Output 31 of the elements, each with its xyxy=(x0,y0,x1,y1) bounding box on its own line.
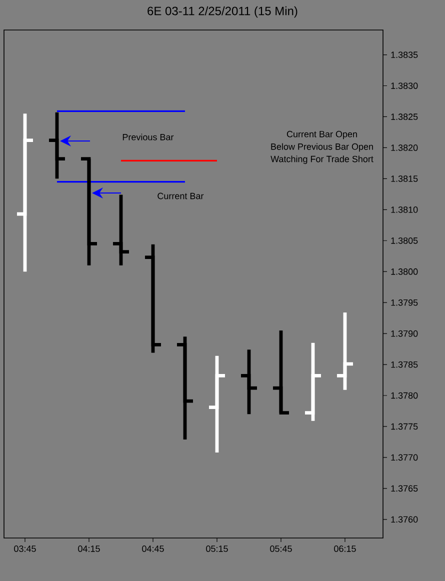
x-tick-label: 04:15 xyxy=(78,546,100,552)
y-tick-label: 1.3805 xyxy=(391,237,418,244)
x-tick-label: 05:15 xyxy=(206,546,228,552)
y-tick-label: 1.3830 xyxy=(391,82,418,89)
y-tick-label: 1.3835 xyxy=(391,52,418,58)
y-tick-label: 1.3780 xyxy=(391,392,418,399)
x-tick-label: 04:45 xyxy=(142,546,164,552)
annotation: Previous Bar xyxy=(122,134,174,140)
y-tick-label: 1.3825 xyxy=(391,114,418,120)
y-tick-label: 1.3795 xyxy=(391,299,418,306)
candlestick xyxy=(240,350,257,414)
y-tick-label: 1.3770 xyxy=(391,454,418,461)
annotation: Below Previous Bar Open xyxy=(271,143,373,152)
x-tick-label: 06:15 xyxy=(334,546,356,552)
annotation: Watching For Trade Short xyxy=(270,156,374,164)
candlestick xyxy=(112,194,129,266)
y-tick-label: 1.3820 xyxy=(391,144,418,151)
y-tick-label: 1.3775 xyxy=(391,423,418,430)
chart-title: 6E 03-11 2/25/2011 (15 Min) xyxy=(148,6,298,18)
y-tick-label: 1.3810 xyxy=(391,206,418,213)
y-tick-label: 1.3815 xyxy=(391,175,418,182)
y-tick-label: 1.3790 xyxy=(391,330,418,337)
y-tick-label: 1.3800 xyxy=(391,268,418,275)
y-tick-label: 1.3760 xyxy=(391,516,418,523)
y-tick-label: 1.3765 xyxy=(391,485,418,492)
annotation: Current Bar xyxy=(158,192,204,200)
x-tick-label: 05:45 xyxy=(270,546,292,552)
x-tick-label: 03:45 xyxy=(14,546,36,552)
y-tick-label: 1.3785 xyxy=(391,361,418,368)
annotation: Current Bar Open xyxy=(286,130,357,140)
candlestick xyxy=(336,312,353,390)
